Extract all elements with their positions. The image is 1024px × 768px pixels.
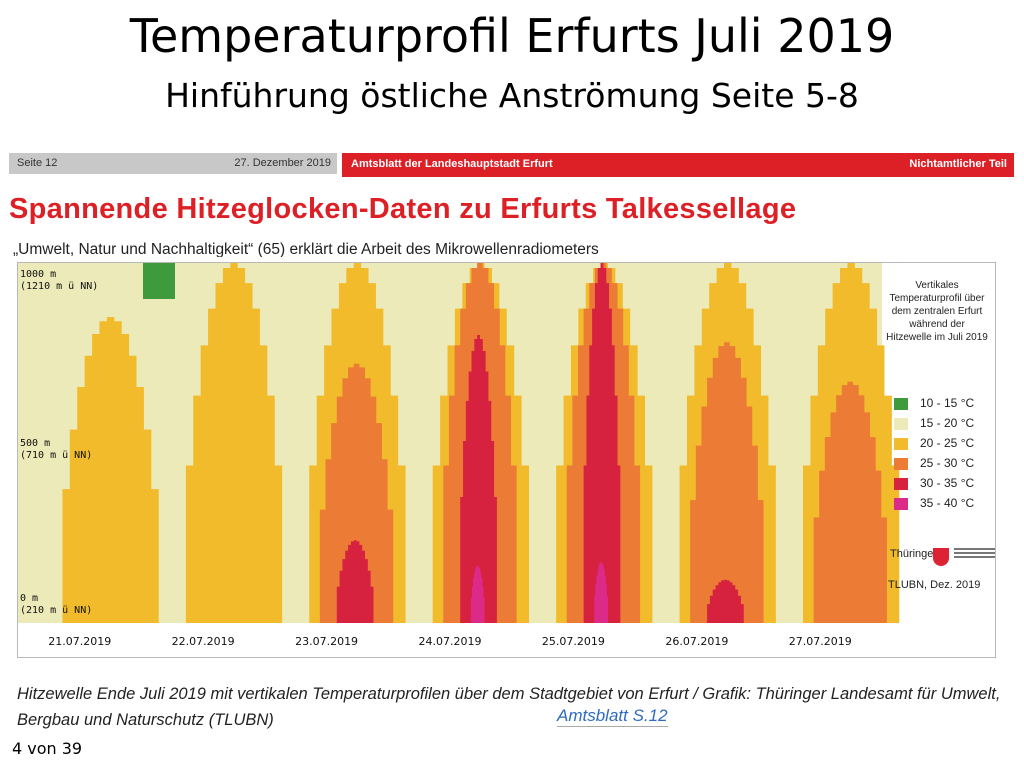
legend-label: 10 - 15 °C [920, 396, 975, 410]
figure-caption: Hitzewelle Ende Juli 2019 mit vertikalen… [17, 685, 1001, 729]
altitude-label-500: 500 m (710 m ü NN) [20, 438, 93, 461]
newspaper-masthead: Amtsblatt der Landeshauptstadt Erfurt Ni… [342, 153, 1014, 177]
legend-swatch [894, 438, 908, 450]
ministry-text-graphic [954, 548, 995, 562]
temperature-figure: 21.07.2019 22.07.2019 23.07.2019 24.07.2019… [17, 262, 996, 658]
legend-title: Vertikales Temperaturprofil über dem zen… [886, 280, 988, 343]
x-tick-label: 24.07.2019 [419, 635, 482, 648]
heatmap-band-20-25 [55, 317, 159, 623]
slide-subtitle: Hinführung östliche Anströmung Seite 5-8 [165, 76, 859, 115]
heatmap-band-20-25 [178, 263, 283, 623]
logo-text: Thüringen [890, 548, 940, 560]
x-tick-label: 23.07.2019 [295, 635, 358, 648]
coat-of-arms-icon [933, 548, 949, 566]
legend-label: 15 - 20 °C [920, 416, 975, 430]
x-tick-label: 26.07.2019 [665, 635, 728, 648]
temperature-heatmap: 21.07.2019 22.07.2019 23.07.2019 24.07.2019… [18, 263, 995, 657]
article-title: Spannende Hitzeglocken-Daten zu Erfurts … [9, 193, 797, 225]
newspaper-section: Nichtamtlicher Teil [909, 158, 1007, 170]
newspaper-page-label: Seite 12 [17, 157, 58, 169]
x-axis-strip [18, 623, 995, 657]
heatmap-band-35-40 [469, 565, 485, 623]
newspaper-header-bar: Seite 12 27. Dezember 2019 [9, 153, 337, 174]
altitude-label-1000: 1000 m (1210 m ü NN) [20, 269, 99, 292]
x-tick-label: 25.07.2019 [542, 635, 605, 648]
legend-swatch [894, 458, 908, 470]
page-number: 4 von 39 [12, 739, 83, 758]
slide-title: Temperaturprofil Erfurts Juli 2019 [129, 9, 895, 63]
heatmap-band-25-30 [684, 342, 764, 623]
legend-swatch [894, 398, 908, 410]
heatmap-band-30-35 [333, 540, 374, 623]
figure-credit: TLUBN, Dez. 2019 [888, 579, 981, 591]
heatmap-band-30-35 [580, 263, 621, 623]
legend-label: 25 - 30 °C [920, 456, 975, 470]
heatmap-band-25-30 [807, 381, 887, 623]
heatmap-cell-10-15 [156, 263, 174, 275]
legend-swatch [894, 478, 908, 490]
legend-swatch [894, 498, 908, 510]
legend-label: 35 - 40 °C [920, 496, 975, 510]
heatmap-band-30-35 [704, 579, 744, 623]
heatmap-band-30-35 [457, 335, 497, 623]
heatmap-band-25-30 [314, 363, 394, 623]
x-tick-label: 21.07.2019 [48, 635, 111, 648]
x-tick-label: 27.07.2019 [789, 635, 852, 648]
article-subtitle: „Umwelt, Natur und Nachhaltigkeit“ (65) … [13, 241, 599, 257]
altitude-label-0: 0 m (210 m ü NN) [20, 593, 93, 616]
legend-label: 20 - 25 °C [920, 436, 975, 450]
legend-label: 30 - 35 °C [920, 476, 975, 490]
thueringen-logo: Thüringen [888, 547, 995, 569]
newspaper-name: Amtsblatt der Landeshauptstadt Erfurt [351, 158, 553, 170]
source-reference-link[interactable]: Amtsblatt S.12 [557, 706, 668, 727]
newspaper-date: 27. Dezember 2019 [234, 157, 331, 169]
legend-swatch [894, 418, 908, 430]
x-tick-label: 22.07.2019 [172, 635, 235, 648]
heatmap-band-35-40 [593, 561, 608, 623]
